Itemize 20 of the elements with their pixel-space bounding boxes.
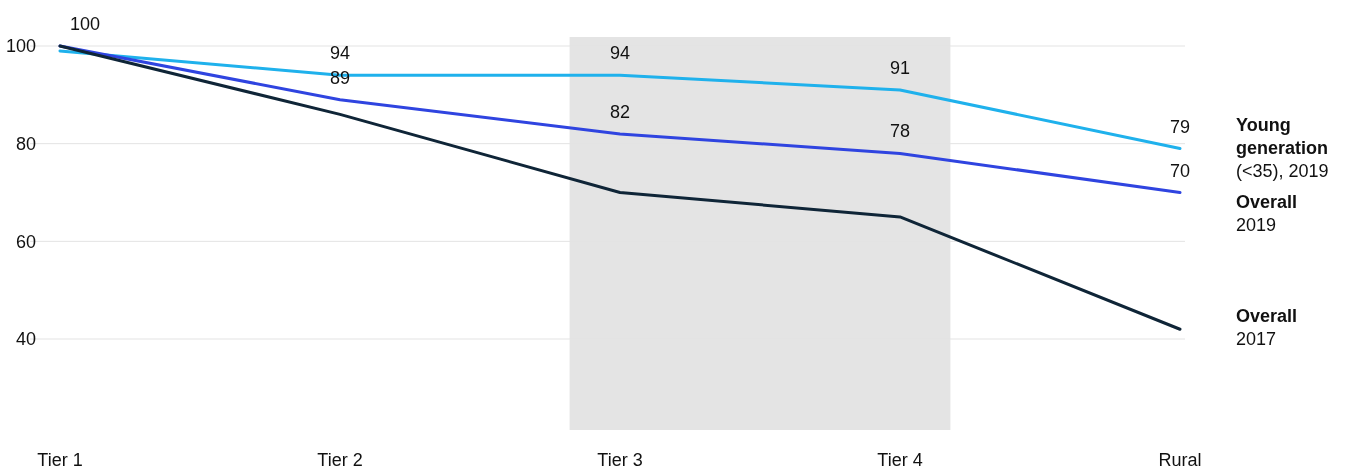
data-label: 82 bbox=[609, 101, 631, 122]
y-tick-label: 80 bbox=[15, 133, 36, 154]
x-tick-label: Rural bbox=[1158, 450, 1202, 470]
data-label: 70 bbox=[1169, 160, 1191, 181]
data-label: 91 bbox=[889, 57, 911, 78]
text: Overall 2017 bbox=[1236, 306, 1298, 350]
data-label: 78 bbox=[889, 121, 911, 142]
data-label: 100 bbox=[69, 14, 101, 34]
text: Overall 2019 bbox=[1236, 191, 1298, 235]
data-label: 94 bbox=[329, 43, 351, 64]
x-tick-label: Tier 4 bbox=[877, 450, 923, 470]
y-tick-label: 40 bbox=[15, 329, 36, 350]
y-tick-label: 60 bbox=[15, 231, 36, 252]
data-label: 79 bbox=[1169, 116, 1191, 137]
data-label: 94 bbox=[609, 43, 631, 64]
x-tick-label: Tier 2 bbox=[317, 450, 363, 470]
y-tick-label: 100 bbox=[5, 36, 36, 57]
x-tick-label: Tier 1 bbox=[37, 450, 83, 470]
text: Young generation (<35), 2019 bbox=[1236, 114, 1329, 181]
x-tick-label: Tier 3 bbox=[597, 450, 643, 470]
